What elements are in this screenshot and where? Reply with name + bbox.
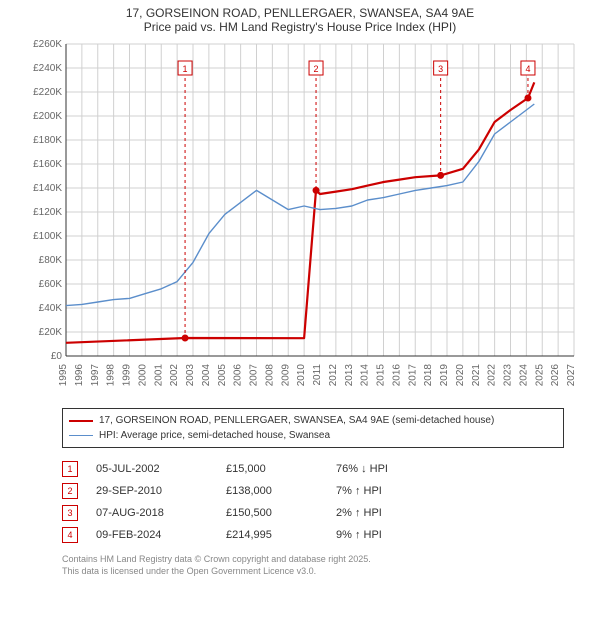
sale-delta: 2% ↑ HPI [336, 507, 446, 519]
svg-text:£220K: £220K [33, 87, 62, 98]
svg-text:2020: 2020 [455, 364, 466, 387]
svg-text:2004: 2004 [201, 364, 212, 387]
legend-swatch [69, 435, 93, 436]
svg-text:2024: 2024 [518, 364, 529, 387]
sales-row: 1 05-JUL-2002£15,00076% ↓ HPI [62, 458, 564, 480]
sale-price: £150,500 [226, 507, 336, 519]
svg-text:2026: 2026 [550, 364, 561, 387]
sale-marker-box: 4 [62, 527, 78, 543]
svg-text:2023: 2023 [503, 364, 514, 387]
sale-delta: 9% ↑ HPI [336, 529, 446, 541]
svg-text:2017: 2017 [407, 364, 418, 387]
svg-text:2: 2 [314, 64, 319, 74]
sale-marker-box: 2 [62, 483, 78, 499]
legend-label: HPI: Average price, semi-detached house,… [99, 428, 330, 443]
svg-text:£200K: £200K [33, 111, 62, 122]
svg-text:2021: 2021 [471, 364, 482, 387]
svg-text:2027: 2027 [566, 364, 577, 387]
svg-text:£60K: £60K [39, 279, 63, 290]
svg-text:2002: 2002 [169, 364, 180, 387]
svg-text:2000: 2000 [137, 364, 148, 387]
title-block: 17, GORSEINON ROAD, PENLLERGAER, SWANSEA… [10, 6, 590, 34]
footer-line-2: This data is licensed under the Open Gov… [62, 566, 564, 578]
svg-text:1998: 1998 [106, 364, 117, 387]
sale-date: 07-AUG-2018 [96, 507, 226, 519]
svg-text:2005: 2005 [217, 364, 228, 387]
legend-label: 17, GORSEINON ROAD, PENLLERGAER, SWANSEA… [99, 413, 494, 428]
svg-text:2019: 2019 [439, 364, 450, 387]
title-line-1: 17, GORSEINON ROAD, PENLLERGAER, SWANSEA… [10, 6, 590, 20]
chart-container: 17, GORSEINON ROAD, PENLLERGAER, SWANSEA… [0, 0, 600, 585]
sale-date: 09-FEB-2024 [96, 529, 226, 541]
svg-text:1999: 1999 [122, 364, 133, 387]
legend-item: 17, GORSEINON ROAD, PENLLERGAER, SWANSEA… [69, 413, 557, 428]
svg-text:2018: 2018 [423, 364, 434, 387]
svg-text:1: 1 [183, 64, 188, 74]
sale-marker-box: 3 [62, 505, 78, 521]
svg-text:2008: 2008 [264, 364, 275, 387]
svg-text:£260K: £260K [33, 39, 62, 50]
footer-line-1: Contains HM Land Registry data © Crown c… [62, 554, 564, 566]
svg-text:£140K: £140K [33, 183, 62, 194]
sale-price: £15,000 [226, 463, 336, 475]
svg-text:£240K: £240K [33, 63, 62, 74]
sale-price: £138,000 [226, 485, 336, 497]
svg-text:2001: 2001 [153, 364, 164, 387]
legend-swatch [69, 420, 93, 422]
legend: 17, GORSEINON ROAD, PENLLERGAER, SWANSEA… [62, 408, 564, 448]
svg-text:£180K: £180K [33, 135, 62, 146]
svg-text:£160K: £160K [33, 159, 62, 170]
sale-date: 29-SEP-2010 [96, 485, 226, 497]
svg-text:£40K: £40K [39, 303, 63, 314]
sales-row: 2 29-SEP-2010£138,0007% ↑ HPI [62, 480, 564, 502]
svg-text:£0: £0 [51, 351, 63, 362]
svg-text:2011: 2011 [312, 364, 323, 386]
svg-text:2015: 2015 [376, 364, 387, 387]
sales-table: 1 05-JUL-2002£15,00076% ↓ HPI 2 29-SEP-2010… [62, 458, 564, 546]
sale-date: 05-JUL-2002 [96, 463, 226, 475]
svg-text:£100K: £100K [33, 231, 62, 242]
svg-text:3: 3 [438, 64, 443, 74]
svg-text:2009: 2009 [280, 364, 291, 387]
svg-text:2006: 2006 [233, 364, 244, 387]
svg-text:2014: 2014 [360, 364, 371, 387]
svg-text:2010: 2010 [296, 364, 307, 387]
svg-text:1996: 1996 [74, 364, 85, 387]
chart-svg: £0 £20K £40K £60K £80K £100K £120K £140K £160K £1… [20, 38, 580, 398]
svg-text:£20K: £20K [39, 327, 63, 338]
sale-delta: 7% ↑ HPI [336, 485, 446, 497]
svg-text:2025: 2025 [534, 364, 545, 387]
footer-attribution: Contains HM Land Registry data © Crown c… [62, 554, 564, 577]
svg-text:2012: 2012 [328, 364, 339, 387]
title-line-2: Price paid vs. HM Land Registry's House … [10, 20, 590, 34]
sales-row: 4 09-FEB-2024£214,9959% ↑ HPI [62, 524, 564, 546]
svg-text:2016: 2016 [391, 364, 402, 387]
svg-text:4: 4 [525, 64, 530, 74]
svg-text:£80K: £80K [39, 255, 63, 266]
svg-text:£120K: £120K [33, 207, 62, 218]
svg-text:2007: 2007 [249, 364, 260, 387]
sale-delta: 76% ↓ HPI [336, 463, 446, 475]
svg-text:2013: 2013 [344, 364, 355, 387]
legend-item: HPI: Average price, semi-detached house,… [69, 428, 557, 443]
svg-text:1995: 1995 [58, 364, 69, 387]
sale-marker-box: 1 [62, 461, 78, 477]
svg-text:2003: 2003 [185, 364, 196, 387]
svg-text:1997: 1997 [90, 364, 101, 387]
sale-price: £214,995 [226, 529, 336, 541]
chart-plot: £0 £20K £40K £60K £80K £100K £120K £140K £160K £1… [20, 38, 580, 398]
svg-text:2022: 2022 [487, 364, 498, 387]
sales-row: 3 07-AUG-2018£150,5002% ↑ HPI [62, 502, 564, 524]
